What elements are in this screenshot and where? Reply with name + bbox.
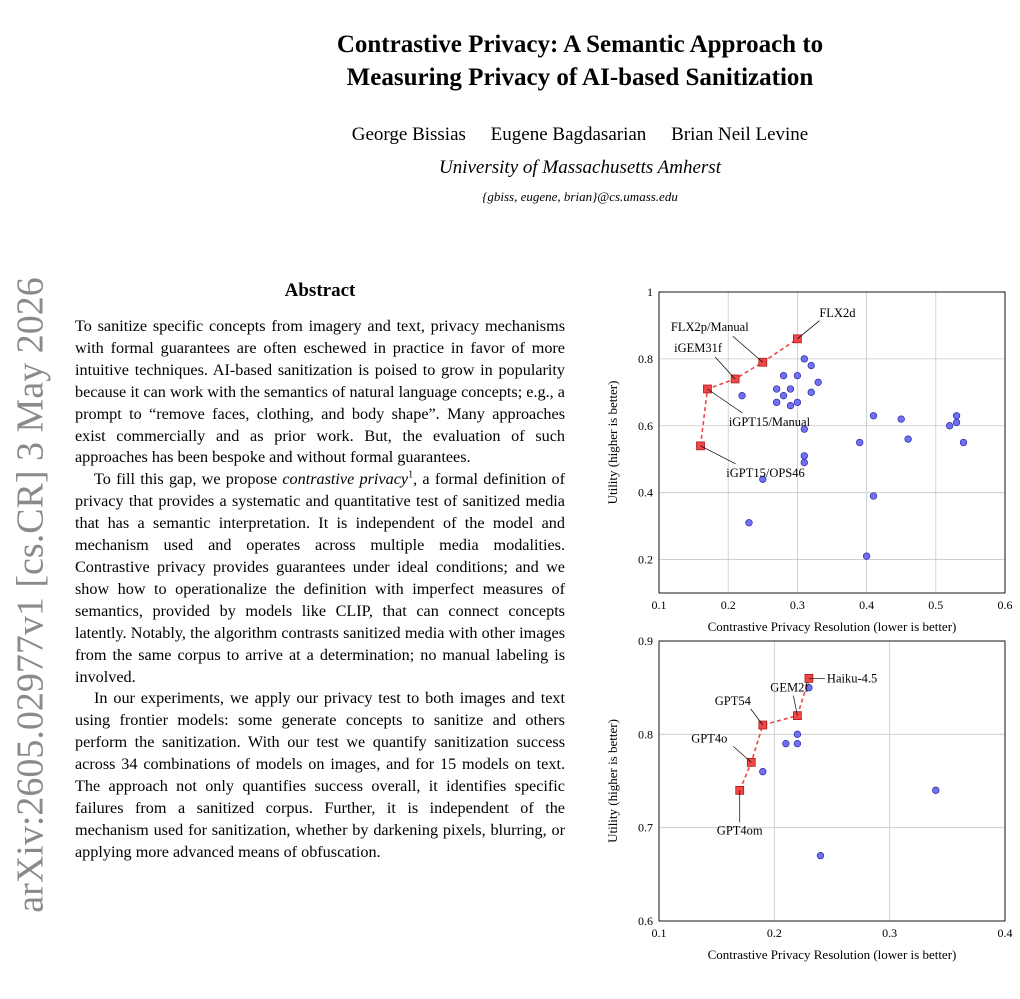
y-tick-label: 0.8 bbox=[638, 352, 653, 366]
point bbox=[807, 361, 815, 370]
abstract-body: To sanitize specific concepts from image… bbox=[75, 316, 565, 864]
point-annotation: FLX2p/Manual bbox=[671, 320, 749, 334]
x-tick-label: 0.4 bbox=[859, 598, 874, 612]
authors: George Bissias Eugene Bagdasarian Brian … bbox=[0, 124, 1020, 146]
point bbox=[959, 438, 968, 447]
x-tick-label: 0.6 bbox=[998, 598, 1013, 612]
point bbox=[869, 492, 878, 500]
point bbox=[800, 355, 808, 363]
leader-line bbox=[707, 388, 743, 414]
point-annotation: GPT4om bbox=[717, 823, 763, 837]
author: Brian Neil Levine bbox=[671, 124, 809, 145]
paragraph: To sanitize specific concepts from image… bbox=[75, 317, 565, 467]
point bbox=[904, 435, 912, 443]
point bbox=[779, 371, 788, 380]
x-tick-label: 0.1 bbox=[652, 926, 667, 940]
point bbox=[897, 415, 905, 423]
point bbox=[816, 852, 825, 860]
y-axis-title: Utility (higher is better) bbox=[605, 719, 620, 843]
text: , a formal definition of privacy that pr… bbox=[75, 470, 565, 686]
y-axis-title: Utility (higher is better) bbox=[605, 381, 620, 505]
abstract-heading: Abstract bbox=[284, 280, 356, 301]
point-annotation: GEM2f bbox=[770, 681, 809, 695]
point bbox=[952, 412, 961, 420]
point-annotation: GPT4o bbox=[691, 731, 727, 745]
x-tick-label: 0.3 bbox=[790, 598, 805, 612]
point bbox=[779, 392, 788, 400]
x-tick-label: 0.3 bbox=[882, 926, 897, 940]
x-tick-label: 0.5 bbox=[928, 598, 943, 612]
point bbox=[782, 740, 790, 748]
point-annotation: iGPT15/OPS46 bbox=[726, 466, 805, 480]
y-tick-label: 0.8 bbox=[638, 727, 653, 741]
point bbox=[786, 402, 795, 410]
point bbox=[800, 425, 808, 433]
paragraph: To fill this gap, we propose contrastive… bbox=[75, 469, 565, 688]
point bbox=[800, 458, 808, 467]
point bbox=[862, 552, 871, 560]
point bbox=[856, 438, 864, 447]
y-tick-label: 0.4 bbox=[638, 486, 653, 500]
x-tick-label: 0.2 bbox=[767, 926, 782, 940]
point bbox=[772, 385, 781, 393]
point bbox=[932, 786, 940, 794]
leader-line bbox=[793, 695, 798, 716]
y-tick-label: 0.6 bbox=[638, 419, 653, 433]
leader-line bbox=[750, 708, 764, 726]
footnote-mark: 1 bbox=[408, 469, 414, 481]
affiliation: University of Massachusetts Amherst bbox=[439, 157, 721, 178]
x-tick-label: 0.1 bbox=[652, 598, 667, 612]
point bbox=[793, 730, 802, 738]
y-tick-label: 0.9 bbox=[638, 634, 653, 648]
point bbox=[945, 422, 954, 430]
emphasis: contrastive privacy bbox=[282, 470, 409, 489]
point bbox=[869, 412, 878, 420]
y-tick-label: 1 bbox=[647, 285, 653, 299]
point bbox=[759, 768, 767, 776]
leader-line bbox=[700, 445, 736, 465]
point bbox=[807, 388, 815, 396]
x-axis-title: Contrastive Privacy Resolution (lower is… bbox=[708, 947, 957, 962]
plot-frame bbox=[658, 291, 1006, 594]
y-tick-label: 0.6 bbox=[638, 914, 653, 928]
y-tick-label: 0.2 bbox=[638, 553, 653, 567]
leader-line bbox=[733, 746, 752, 763]
leader-line bbox=[732, 335, 764, 363]
paragraph: In our experiments, we apply our privacy… bbox=[75, 689, 565, 861]
y-tick-label: 0.7 bbox=[638, 821, 653, 835]
point bbox=[800, 452, 808, 460]
arxiv-stamp: arXiv:2605.02977v1 [cs.CR] 3 May 2026 bbox=[10, 277, 52, 912]
point bbox=[745, 519, 753, 527]
point bbox=[793, 371, 802, 380]
author: George Bissias bbox=[351, 124, 466, 145]
point-annotation: GPT54 bbox=[715, 694, 752, 708]
point bbox=[772, 398, 781, 407]
email: {gbiss, eugene, brian}@cs.umass.edu bbox=[482, 189, 678, 204]
x-tick-label: 0.4 bbox=[998, 926, 1013, 940]
title-line: Contrastive Privacy: A Semantic Approach… bbox=[336, 31, 824, 58]
point bbox=[786, 385, 795, 393]
title: Contrastive Privacy: A Semantic Approach… bbox=[0, 28, 1020, 94]
plot-frame bbox=[658, 640, 1006, 922]
text: To fill this gap, we propose bbox=[94, 470, 283, 489]
point-annotation: iGEM31f bbox=[674, 341, 723, 355]
title-line: Measuring Privacy of AI-based Sanitizati… bbox=[346, 64, 814, 91]
point bbox=[759, 475, 767, 483]
point bbox=[738, 392, 746, 400]
point bbox=[952, 418, 961, 427]
point-annotation: iGPT15/Manual bbox=[729, 415, 811, 429]
leader-line bbox=[797, 320, 820, 340]
point bbox=[814, 378, 822, 386]
author: Eugene Bagdasarian bbox=[490, 124, 647, 145]
x-axis-title: Contrastive Privacy Resolution (lower is… bbox=[708, 619, 957, 634]
point bbox=[793, 740, 802, 748]
leader-line bbox=[714, 356, 736, 380]
point bbox=[793, 398, 802, 407]
x-tick-label: 0.2 bbox=[721, 598, 736, 612]
point-annotation: Haiku-4.5 bbox=[827, 671, 877, 685]
point-annotation: FLX2d bbox=[819, 306, 856, 320]
